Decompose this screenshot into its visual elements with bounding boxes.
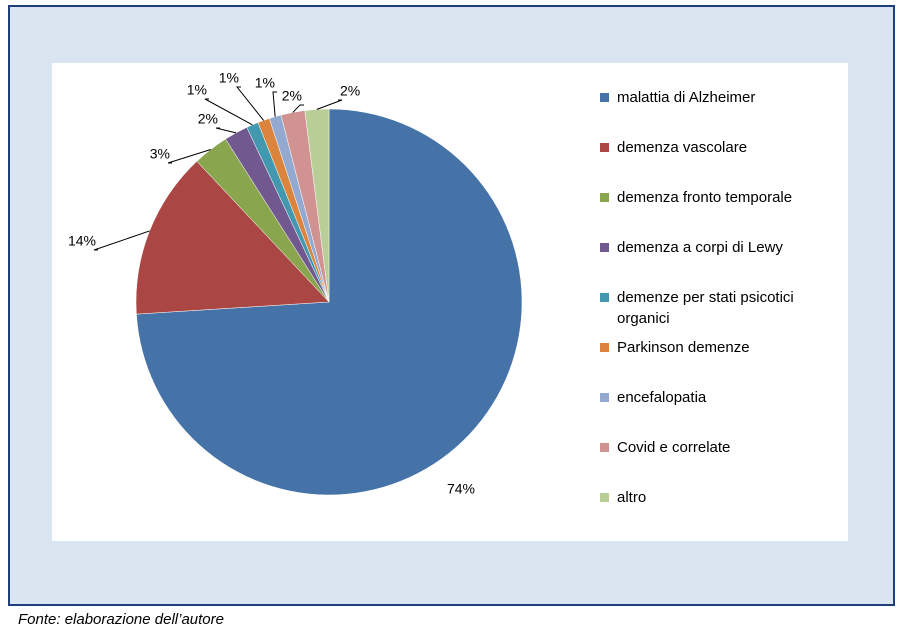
leader-line <box>204 98 253 126</box>
legend-item: Parkinson demenze <box>596 337 832 358</box>
legend-swatch <box>600 493 609 502</box>
pie-slice <box>135 160 330 315</box>
data-label: 2% <box>198 111 218 127</box>
legend-item: demenze per stati psicotici organici <box>596 287 832 329</box>
legend-item: Covid e correlate <box>596 437 832 458</box>
data-label: 2% <box>282 88 302 104</box>
legend-swatch <box>600 193 609 202</box>
legend-label: demenza fronto temporale <box>617 189 793 206</box>
leader-line <box>292 104 304 113</box>
legend-swatch <box>600 443 609 452</box>
legend-swatch <box>600 143 609 152</box>
data-label: 3% <box>150 146 170 162</box>
data-label: 74% <box>447 481 475 497</box>
legend-item: demenza fronto temporale <box>596 187 832 208</box>
legend-swatch <box>600 293 609 302</box>
data-label: 1% <box>219 70 239 86</box>
legend-item: altro <box>596 487 832 508</box>
legend-swatch <box>600 243 609 252</box>
legend-label: demenza vascolare <box>617 139 748 156</box>
legend-label: demenze per stati psicotici organici <box>617 289 794 327</box>
legend-item: encefalopatia <box>596 387 832 408</box>
legend-label: altro <box>617 489 647 506</box>
legend-item: demenza vascolare <box>596 137 832 158</box>
data-label: 1% <box>187 82 207 98</box>
legend-label: Parkinson demenze <box>617 339 750 356</box>
source-note: Fonte: elaborazione dell’autore <box>18 611 224 628</box>
legend-item: demenza a corpi di Lewy <box>596 237 832 258</box>
leader-line <box>316 99 343 110</box>
leader-line <box>272 91 277 117</box>
data-label: 2% <box>340 83 360 99</box>
leader-line <box>235 86 265 121</box>
data-label: 1% <box>255 75 275 91</box>
leader-line <box>93 230 150 251</box>
legend-swatch <box>600 343 609 352</box>
legend-swatch <box>600 393 609 402</box>
leader-line <box>215 127 237 134</box>
legend-label: Covid e correlate <box>617 439 731 456</box>
leader-line <box>167 149 211 164</box>
legend-label: demenza a corpi di Lewy <box>617 239 783 256</box>
legend-label: encefalopatia <box>617 389 707 406</box>
legend-swatch <box>600 93 609 102</box>
data-label: 14% <box>68 233 96 249</box>
legend-item: malattia di Alzheimer <box>596 87 832 108</box>
legend-label: malattia di Alzheimer <box>617 89 756 106</box>
